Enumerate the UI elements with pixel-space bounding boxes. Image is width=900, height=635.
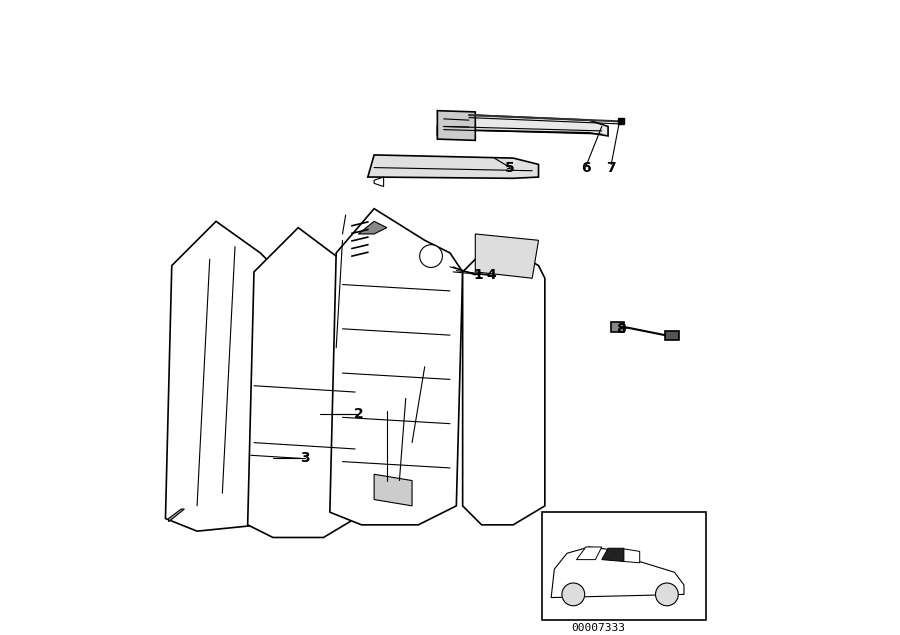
FancyBboxPatch shape xyxy=(542,512,706,620)
Text: 7: 7 xyxy=(607,161,616,175)
Polygon shape xyxy=(665,331,679,340)
Polygon shape xyxy=(330,209,463,525)
Text: 3: 3 xyxy=(300,451,310,465)
Polygon shape xyxy=(368,155,538,178)
Polygon shape xyxy=(437,110,475,140)
Polygon shape xyxy=(374,474,412,506)
Polygon shape xyxy=(624,549,640,563)
Polygon shape xyxy=(168,509,184,522)
Polygon shape xyxy=(437,114,608,136)
Polygon shape xyxy=(551,547,684,598)
Polygon shape xyxy=(248,227,356,537)
Text: 00007333: 00007333 xyxy=(572,623,626,633)
Text: 1: 1 xyxy=(473,268,483,282)
Text: 8: 8 xyxy=(616,322,625,336)
Polygon shape xyxy=(374,177,383,187)
Circle shape xyxy=(562,583,585,606)
Text: 4: 4 xyxy=(486,268,496,282)
Polygon shape xyxy=(602,548,624,561)
Polygon shape xyxy=(475,234,538,278)
Polygon shape xyxy=(463,240,544,525)
Text: 6: 6 xyxy=(581,161,590,175)
Polygon shape xyxy=(611,323,624,332)
Polygon shape xyxy=(166,222,273,531)
Text: 2: 2 xyxy=(354,407,364,421)
Text: 5: 5 xyxy=(505,161,515,175)
Circle shape xyxy=(419,244,443,267)
Polygon shape xyxy=(577,547,602,559)
Circle shape xyxy=(655,583,679,606)
Polygon shape xyxy=(358,222,387,234)
